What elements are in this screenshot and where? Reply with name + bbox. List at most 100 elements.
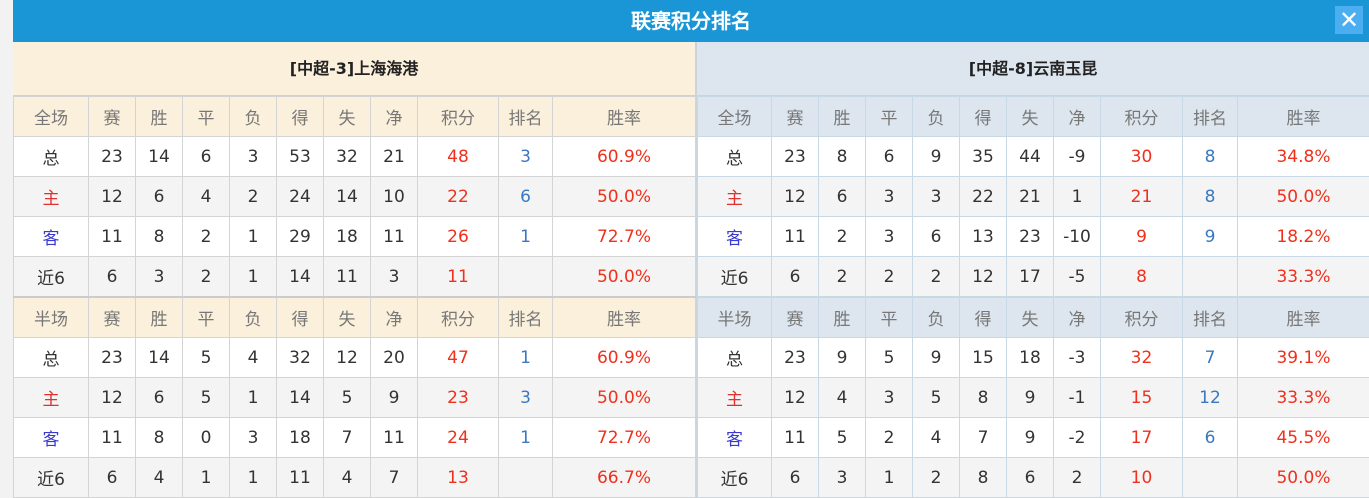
cell-goals-against: 12 [324, 338, 371, 378]
column-header-played: 赛 [772, 297, 819, 338]
cell-label: 主 [14, 177, 89, 217]
cell-played: 6 [89, 458, 136, 498]
cell-label: 主 [698, 177, 772, 217]
cell-goals-against: 17 [1007, 257, 1054, 298]
column-header-won: 胜 [819, 297, 866, 338]
cell-win-rate: 18.2% [1238, 217, 1369, 257]
cell-won: 3 [819, 458, 866, 498]
cell-played: 11 [89, 217, 136, 257]
cell-goal-diff: 11 [371, 217, 418, 257]
cell-goals-for: 15 [960, 338, 1007, 378]
column-header-rank: 排名 [499, 297, 553, 338]
cell-lost: 9 [913, 137, 960, 177]
cell-rank [1183, 458, 1238, 498]
cell-goal-diff: 9 [371, 378, 418, 418]
column-header-drawn: 平 [183, 297, 230, 338]
cell-win-rate: 33.3% [1238, 378, 1369, 418]
cell-goal-diff: 11 [371, 418, 418, 458]
cell-goals-against: 6 [1007, 458, 1054, 498]
cell-rank: 3 [499, 378, 553, 418]
cell-goals-against: 32 [324, 137, 371, 177]
cell-rank: 9 [1183, 217, 1238, 257]
cell-goals-for: 22 [960, 177, 1007, 217]
cell-won: 4 [819, 378, 866, 418]
cell-rank: 7 [1183, 338, 1238, 378]
cell-lost: 9 [913, 338, 960, 378]
cell-goals-against: 23 [1007, 217, 1054, 257]
cell-label: 总 [14, 137, 89, 177]
cell-points: 9 [1101, 217, 1183, 257]
cell-goals-for: 12 [960, 257, 1007, 298]
cell-goals-against: 21 [1007, 177, 1054, 217]
cell-rank: 8 [1183, 177, 1238, 217]
column-header-goal-diff: 净 [371, 297, 418, 338]
cell-played: 23 [772, 338, 819, 378]
cell-drawn: 1 [866, 458, 913, 498]
cell-goal-diff: 10 [371, 177, 418, 217]
cell-label: 近6 [14, 257, 89, 298]
cell-played: 6 [772, 458, 819, 498]
cell-lost: 2 [913, 257, 960, 298]
cell-goals-against: 9 [1007, 418, 1054, 458]
cell-goal-diff: -1 [1054, 378, 1101, 418]
cell-goals-against: 4 [324, 458, 371, 498]
cell-played: 12 [772, 378, 819, 418]
cell-points: 32 [1101, 338, 1183, 378]
cell-rank [1183, 257, 1238, 298]
column-header-goals-against: 失 [1007, 297, 1054, 338]
cell-points: 30 [1101, 137, 1183, 177]
cell-win-rate: 39.1% [1238, 338, 1369, 378]
column-header-goal-diff: 净 [1054, 297, 1101, 338]
close-icon[interactable]: ✕ [1335, 6, 1363, 34]
column-header-goals-for: 得 [277, 97, 324, 137]
cell-played: 12 [89, 378, 136, 418]
cell-goals-for: 8 [960, 458, 1007, 498]
cell-label: 近6 [698, 458, 772, 498]
cell-goals-for: 32 [277, 338, 324, 378]
cell-rank: 1 [499, 217, 553, 257]
header-row: 半场赛胜平负得失净积分排名胜率 [698, 297, 1369, 338]
cell-label: 客 [14, 418, 89, 458]
cell-drawn: 6 [866, 137, 913, 177]
cell-drawn: 2 [866, 257, 913, 298]
cell-win-rate: 50.0% [1238, 458, 1369, 498]
cell-drawn: 5 [866, 338, 913, 378]
cell-goals-against: 14 [324, 177, 371, 217]
cell-label: 主 [698, 378, 772, 418]
cell-win-rate: 50.0% [553, 257, 696, 298]
column-header-label: 全场 [14, 97, 89, 137]
cell-points: 21 [1101, 177, 1183, 217]
cell-won: 2 [819, 257, 866, 298]
cell-goal-diff: 7 [371, 458, 418, 498]
column-header-won: 胜 [136, 97, 183, 137]
cell-goals-for: 8 [960, 378, 1007, 418]
cell-win-rate: 33.3% [1238, 257, 1369, 298]
column-header-rank: 排名 [499, 97, 553, 137]
cell-drawn: 3 [866, 378, 913, 418]
cell-lost: 2 [913, 458, 960, 498]
cell-label: 近6 [14, 458, 89, 498]
cell-played: 11 [772, 418, 819, 458]
cell-drawn: 5 [183, 378, 230, 418]
cell-goal-diff: -10 [1054, 217, 1101, 257]
cell-goals-for: 14 [277, 257, 324, 298]
column-header-rank: 排名 [1183, 297, 1238, 338]
column-header-goals-against: 失 [324, 297, 371, 338]
cell-goal-diff: 1 [1054, 177, 1101, 217]
cell-label: 主 [14, 378, 89, 418]
cell-win-rate: 72.7% [553, 217, 696, 257]
cell-goal-diff: 2 [1054, 458, 1101, 498]
cell-goals-against: 5 [324, 378, 371, 418]
cell-goals-for: 7 [960, 418, 1007, 458]
column-header-win-rate: 胜率 [553, 297, 696, 338]
cell-lost: 4 [913, 418, 960, 458]
cell-points: 17 [1101, 418, 1183, 458]
column-header-goals-for: 得 [960, 97, 1007, 137]
